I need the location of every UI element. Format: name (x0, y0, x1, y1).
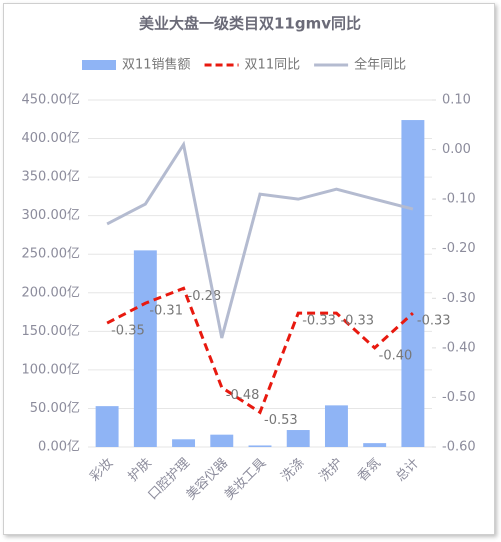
y2-tick-label: 0.00 (442, 142, 471, 157)
y-tick-label: 50.00亿 (30, 401, 80, 416)
y2-tick-label: -0.20 (442, 241, 476, 256)
data-label: -0.48 (226, 388, 260, 403)
y-tick-label: 150.00亿 (22, 324, 81, 339)
x-tick-label: 洗涤 (279, 456, 308, 485)
bar (324, 405, 348, 447)
bar (363, 443, 387, 447)
y-tick-label: 450.00亿 (22, 93, 81, 108)
line (106, 286, 414, 415)
line (106, 140, 414, 339)
bar (172, 439, 196, 447)
data-label: -0.28 (188, 289, 222, 304)
y-tick-label: 100.00亿 (22, 362, 81, 377)
bar (95, 406, 119, 447)
x-tick-label: 护肤 (126, 456, 155, 485)
legend-swatch (82, 60, 116, 70)
x-tick-label: 口腔护理 (145, 456, 192, 503)
data-label: -0.35 (111, 324, 145, 339)
bar (401, 120, 425, 447)
y2-tick-label: 0.10 (442, 93, 471, 108)
y2-tick-label: -0.40 (442, 340, 476, 355)
y-tick-label: 400.00亿 (22, 131, 81, 146)
data-label: -0.33 (417, 314, 451, 329)
y2-tick-label: -0.10 (442, 192, 476, 207)
data-label: -0.33 (302, 314, 336, 329)
data-label: -0.40 (379, 348, 413, 363)
bar (286, 430, 310, 447)
data-label: -0.53 (264, 413, 298, 428)
x-tick-label: 彩妆 (87, 456, 116, 485)
y-tick-label: 250.00亿 (22, 247, 81, 262)
legend-label: 双11同比 (245, 58, 301, 73)
x-tick-label: 美妆工具 (222, 456, 269, 503)
bar (248, 445, 272, 447)
y-tick-label: 0.00亿 (38, 440, 80, 455)
legend-label: 全年同比 (354, 57, 406, 73)
chart-title: 美业大盘一级类目双11gmv同比 (139, 15, 361, 33)
y2-tick-label: -0.30 (442, 291, 476, 306)
y-tick-label: 200.00亿 (22, 285, 81, 300)
bar (210, 434, 234, 447)
data-label: -0.31 (149, 304, 183, 319)
bar (133, 250, 157, 447)
x-tick-label: 美容仪器 (183, 455, 231, 503)
y2-tick-label: -0.60 (442, 440, 476, 455)
data-label: -0.33 (340, 314, 374, 329)
y-tick-label: 300.00亿 (22, 208, 81, 223)
y2-tick-label: -0.50 (442, 390, 476, 405)
x-tick-label: 洗护 (317, 456, 346, 485)
legend-label: 双11销售额 (122, 57, 191, 73)
y-tick-label: 350.00亿 (22, 170, 81, 185)
x-tick-label: 总计 (393, 456, 422, 485)
x-tick-label: 香氛 (355, 456, 384, 485)
